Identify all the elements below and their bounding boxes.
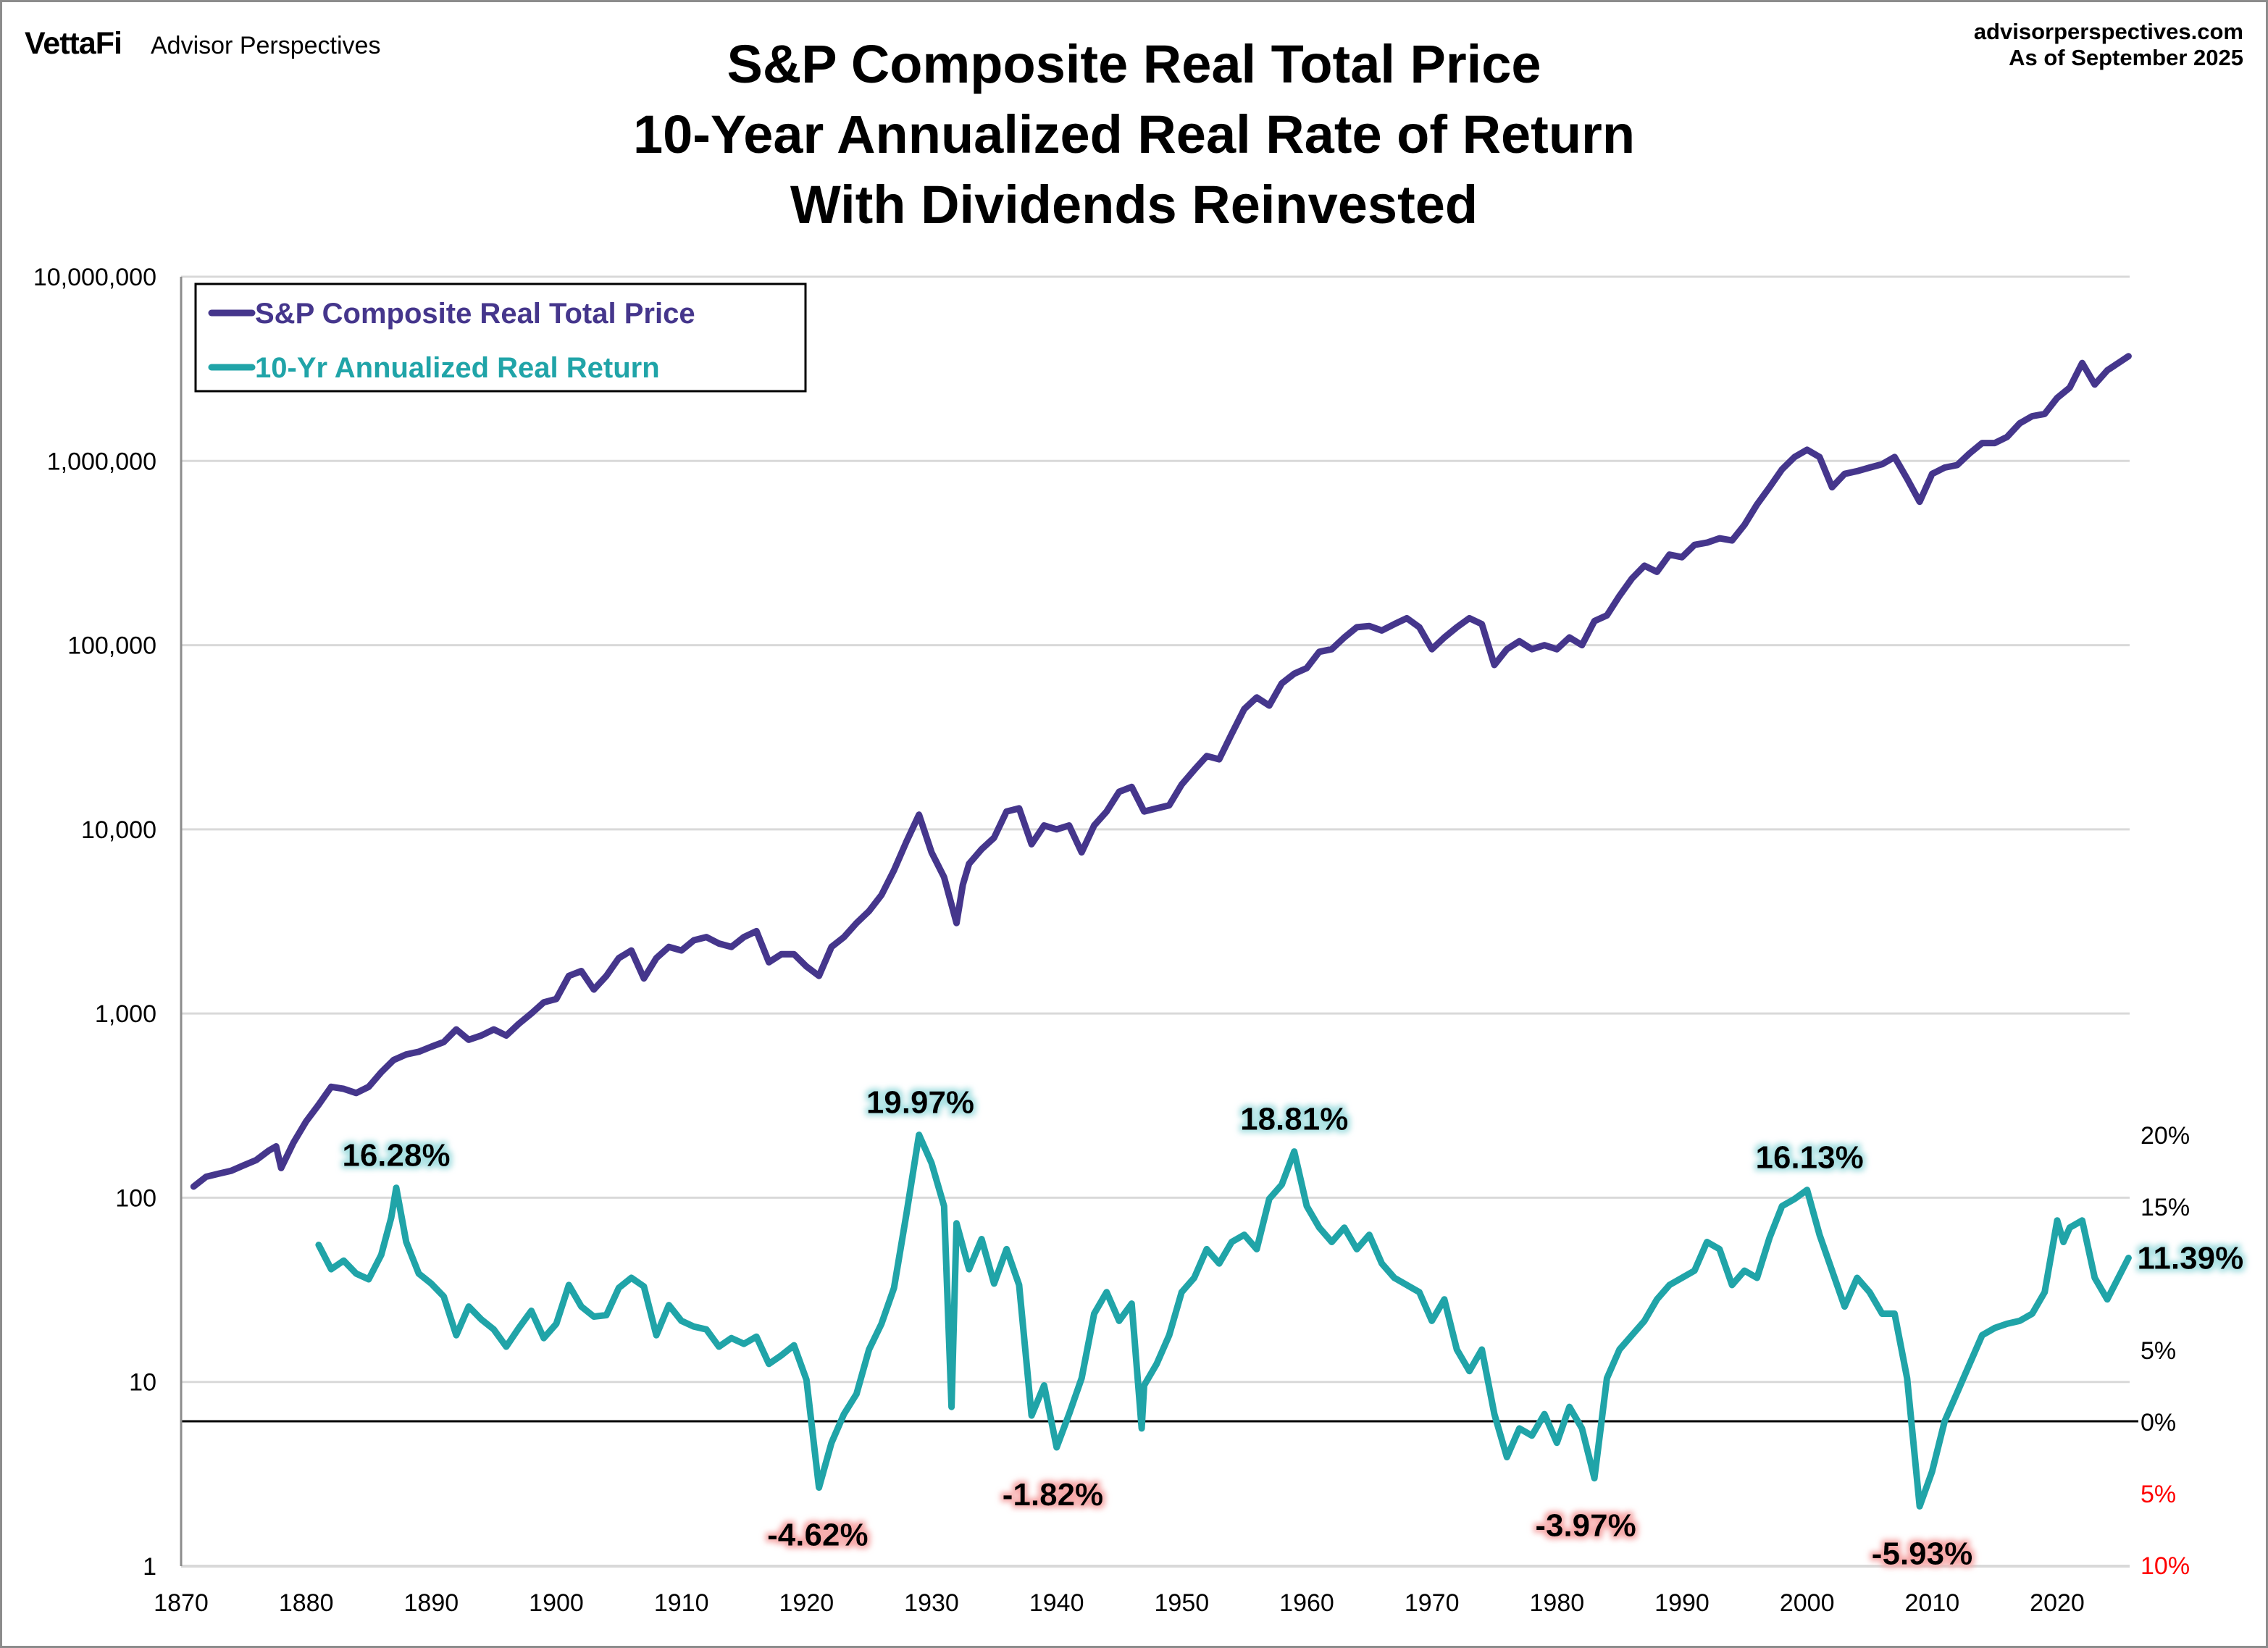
x-axis-tick-label: 1910	[654, 1589, 709, 1617]
annotation-label-trough: -4.62%	[767, 1517, 868, 1552]
right-axis-tick-label: 5%	[2141, 1481, 2176, 1508]
x-axis-tick-label: 1930	[904, 1589, 959, 1617]
x-axis-tick-label: 1870	[154, 1589, 209, 1617]
annotations: 16.28% 19.97% 18.81% 16.13% -4.62% -1.82% -3.9…	[342, 1085, 2243, 1572]
left-axis-tick-label: 10,000,000	[33, 264, 156, 291]
series-line-10yr-annualized-real-return	[315, 1132, 2132, 1510]
series-line-sp-composite-real-total-price	[190, 353, 2132, 1190]
title-line-1: S&P Composite Real Total Price	[727, 34, 1541, 94]
annotation-label-trough: -1.82%	[1003, 1477, 1103, 1513]
right-axis-tick-label: 15%	[2141, 1194, 2190, 1221]
gridlines	[181, 275, 2138, 1568]
annotation-label-peak: 16.13%	[1756, 1140, 1864, 1176]
advisor-perspectives-label: Advisor Perspectives	[151, 32, 381, 59]
x-axis-tick-label: 1990	[1654, 1589, 1710, 1617]
brand: VettaFi Advisor Perspectives	[25, 26, 380, 62]
vettafi-logo: VettaFi	[25, 26, 122, 61]
x-axis-tick-label: 1970	[1405, 1589, 1460, 1617]
left-axis-tick-label: 1,000,000	[47, 448, 156, 475]
x-axis-tick-label: 1980	[1530, 1589, 1585, 1617]
title-line-2: 10-Year Annualized Real Rate of Return	[632, 104, 1636, 164]
x-axis-tick-label: 1960	[1279, 1589, 1334, 1617]
legend: S&P Composite Real Total Price 10-Yr Annu…	[194, 283, 807, 393]
annotation-label-peak: 19.97%	[866, 1085, 974, 1121]
x-axis-tick-label: 2000	[1780, 1589, 1835, 1617]
x-axis-tick-label: 1890	[404, 1589, 459, 1617]
annotation-label-trough: -3.97%	[1535, 1508, 1636, 1544]
right-axis-tick-label: 0%	[2141, 1409, 2176, 1436]
annotation-label-peak: 16.28%	[342, 1138, 450, 1174]
source-block: advisorperspectives.com As of September …	[1974, 19, 2243, 71]
axes: 1 10 100 1,000 10,000 100,000 1,000,000 10,000,…	[33, 264, 2190, 1617]
x-axis-tick-label: 1950	[1155, 1589, 1210, 1617]
title-line-3: With Dividends Reinvested	[790, 175, 1478, 235]
left-axis-tick-label: 1,000	[95, 1000, 156, 1028]
right-axis-tick-label: 5%	[2141, 1337, 2176, 1365]
legend-label: S&P Composite Real Total Price	[255, 298, 695, 330]
x-axis-tick-label: 1920	[779, 1589, 834, 1617]
legend-label: 10-Yr Annualized Real Return	[255, 352, 660, 384]
chart-title: S&P Composite Real Total Price 10-Year A…	[0, 29, 2268, 240]
left-axis-tick-label: 100,000	[67, 632, 156, 660]
as-of-date: As of September 2025	[2009, 45, 2243, 70]
right-axis-tick-label: 20%	[2141, 1122, 2190, 1150]
x-axis-tick-label: 2010	[1905, 1589, 1960, 1617]
annotation-label-trough: -5.93%	[1872, 1536, 1972, 1571]
legend-box	[194, 283, 807, 393]
x-axis-tick-label: 1900	[529, 1589, 584, 1617]
x-axis-tick-label: 2020	[2030, 1589, 2085, 1617]
left-axis-tick-label: 10	[129, 1369, 156, 1397]
left-axis-tick-label: 1	[143, 1553, 156, 1581]
annotation-label-peak: 18.81%	[1240, 1102, 1348, 1137]
source-url: advisorperspectives.com	[1973, 19, 2243, 44]
series	[190, 353, 2132, 1510]
x-axis-tick-label: 1940	[1029, 1589, 1084, 1617]
x-axis-tick-label: 1880	[279, 1589, 334, 1617]
left-axis-tick-label: 100	[115, 1184, 156, 1212]
annotation-label-latest: 11.39%	[2137, 1240, 2243, 1276]
left-axis-tick-label: 10,000	[81, 816, 156, 844]
right-axis-tick-label: 10%	[2141, 1552, 2190, 1580]
